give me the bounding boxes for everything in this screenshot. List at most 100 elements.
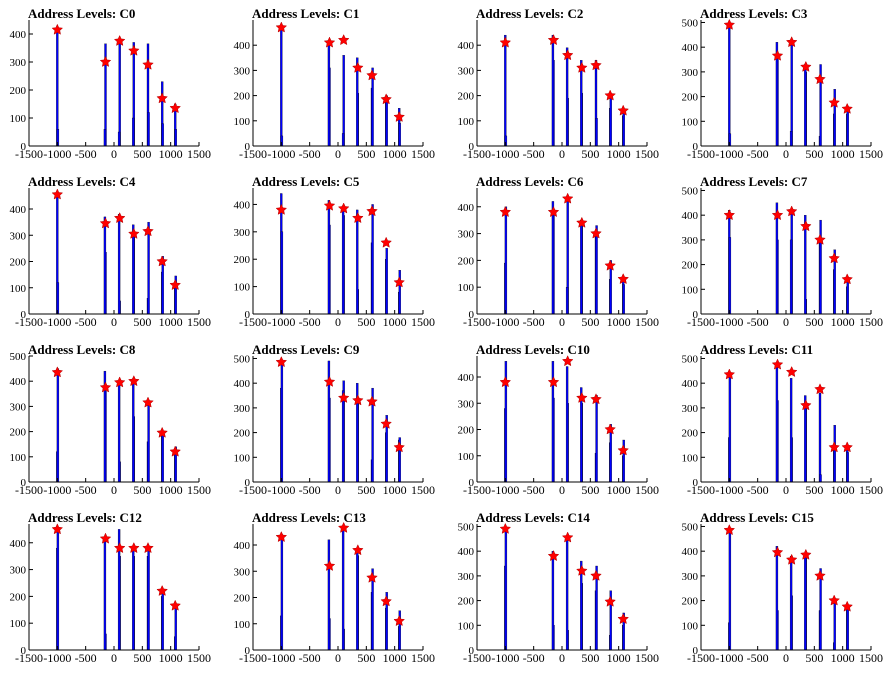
peak-marker <box>275 531 288 543</box>
y-tick-label: 200 <box>458 255 475 267</box>
peak-marker <box>142 542 154 554</box>
x-tick-label: 1500 <box>411 483 435 497</box>
x-tick-label: -1000 <box>43 147 71 161</box>
chart-svg: Address Levels: C14 -1500 -1000 -500 0 500 100… <box>458 510 660 665</box>
x-tick-label: 0 <box>783 315 789 329</box>
chart-panel-c11: Address Levels: C11 -1500 -1000 -500 0 500 100… <box>672 336 896 509</box>
histogram-bar <box>342 55 345 147</box>
y-tick-label: 300 <box>10 565 27 577</box>
peak-marker <box>590 227 602 239</box>
peak-marker <box>499 376 512 388</box>
x-tick-label: -1500 <box>239 651 267 665</box>
y-tick-label: 100 <box>458 282 475 294</box>
chart-title: Address Levels: C8 <box>28 342 136 357</box>
peak-marker <box>323 559 336 571</box>
histogram-bar <box>103 216 107 315</box>
histogram-bar <box>565 287 569 315</box>
chart-svg: Address Levels: C0-1500 -1000 -500 0 500 1000… <box>10 6 212 161</box>
peak-marker <box>800 60 812 72</box>
histogram-bar <box>819 568 822 651</box>
x-tick-label: 1500 <box>635 483 659 497</box>
x-tick-label: -500 <box>299 483 321 497</box>
histogram-bar <box>595 225 598 315</box>
chart-svg: Address Levels: C5-1500 -1000 -500 0 500 1000… <box>234 174 436 329</box>
peak-marker <box>604 259 616 271</box>
peak-marker <box>169 599 182 611</box>
histogram-bar <box>804 555 807 651</box>
peak-marker <box>352 394 364 406</box>
x-tick-label: 0 <box>111 483 117 497</box>
histogram-bar <box>609 95 612 147</box>
x-tick-label: 500 <box>805 483 823 497</box>
y-tick-label: 300 <box>234 403 251 415</box>
peak-marker <box>337 202 350 214</box>
y-tick-label: 500 <box>682 521 699 533</box>
peak-marker <box>785 205 798 217</box>
x-tick-label: 1500 <box>187 147 211 161</box>
histogram-bar <box>174 129 177 147</box>
peak-marker <box>590 393 602 405</box>
chart-title: Address Levels: C5 <box>252 174 360 189</box>
x-tick-label: -1500 <box>463 315 491 329</box>
x-tick-label: -1500 <box>239 147 267 161</box>
peak-marker <box>617 444 630 456</box>
peak-marker <box>800 548 812 560</box>
peak-marker <box>771 358 784 370</box>
y-tick-label: 0 <box>245 645 251 657</box>
chart-title: Address Levels: C14 <box>476 510 590 525</box>
chart-panel-c0: Address Levels: C0 -1500 -1000 -500 0 500 1000… <box>0 0 224 173</box>
histogram-bar <box>280 231 284 315</box>
histogram-bar <box>132 117 135 147</box>
x-tick-label: 500 <box>133 315 151 329</box>
x-tick-label: -1500 <box>463 651 491 665</box>
histogram-bar <box>56 28 59 147</box>
x-tick-label: 1000 <box>831 483 855 497</box>
chart-svg: Address Levels: C12 -1500 -1000 -500 0 500 100… <box>10 510 212 665</box>
y-tick-label: 400 <box>458 546 475 558</box>
histogram-bar <box>728 373 732 483</box>
chart-panel-c8: Address Levels: C8 -1500 -1000 -500 0 500 1000… <box>0 336 224 509</box>
histogram-bar <box>819 474 822 483</box>
histogram-bar <box>504 206 508 315</box>
peak-marker <box>169 279 182 291</box>
histogram-bar <box>551 551 555 651</box>
x-tick-label: 0 <box>559 147 565 161</box>
y-tick-label: 300 <box>458 229 475 241</box>
chart-svg: Address Levels: C6-1500 -1000 -500 0 500 1000… <box>458 174 660 329</box>
x-tick-label: -1500 <box>239 483 267 497</box>
histogram-bar <box>504 528 508 651</box>
y-tick-label: 400 <box>682 42 699 54</box>
histogram-bar <box>280 24 283 147</box>
x-tick-label: 1500 <box>635 651 659 665</box>
peak-marker <box>814 383 826 395</box>
histogram-bar <box>789 378 793 483</box>
x-tick-label: 0 <box>783 147 789 161</box>
y-tick-label: 400 <box>234 378 251 390</box>
histogram-bar <box>356 209 359 315</box>
x-tick-label: -500 <box>75 147 97 161</box>
chart-svg: Address Levels: C15 -1500 -1000 -500 0 500 100… <box>682 510 884 665</box>
x-tick-label: 0 <box>335 147 341 161</box>
histogram-bar <box>775 202 779 315</box>
x-tick-label: -1000 <box>267 315 295 329</box>
peak-marker <box>841 273 854 285</box>
x-tick-label: -1000 <box>715 651 743 665</box>
peak-marker <box>337 391 350 403</box>
x-tick-label: 1000 <box>383 315 407 329</box>
x-tick-label: 1000 <box>159 315 183 329</box>
y-tick-label: 300 <box>10 401 27 413</box>
y-tick-label: 200 <box>682 428 699 440</box>
histogram-bar <box>327 200 331 315</box>
peak-marker <box>142 396 154 408</box>
y-tick-label: 0 <box>21 645 27 657</box>
histogram-bar <box>341 526 345 651</box>
x-tick-label: 1500 <box>411 147 435 161</box>
x-tick-label: -1000 <box>43 651 71 665</box>
chart-panel-c13: Address Levels: C13 -1500 -1000 -500 0 500 100… <box>224 504 448 677</box>
peak-marker <box>828 96 840 108</box>
histogram-bar <box>804 64 807 147</box>
peak-marker <box>99 532 112 544</box>
y-tick-label: 400 <box>234 199 251 211</box>
histogram-bar <box>103 537 107 651</box>
x-tick-label: 500 <box>357 315 375 329</box>
